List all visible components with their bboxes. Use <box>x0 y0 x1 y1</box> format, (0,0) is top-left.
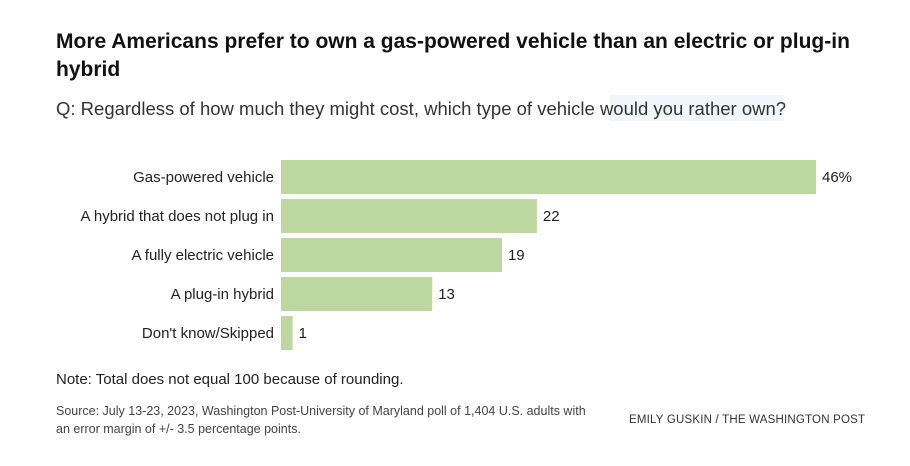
bar <box>281 160 816 194</box>
category-label: Don't know/Skipped <box>142 325 274 342</box>
value-label: 46% <box>822 169 852 186</box>
value-label: 1 <box>299 325 307 342</box>
category-label: A fully electric vehicle <box>131 247 274 264</box>
bar <box>281 199 537 233</box>
value-label: 19 <box>508 247 525 264</box>
value-label: 13 <box>438 286 455 303</box>
chart-title: More Americans prefer to own a gas-power… <box>56 30 850 81</box>
chart-subtitle: Q: Regardless of how much they might cos… <box>56 98 787 119</box>
bar <box>281 238 502 272</box>
chart-credit: EMILY GUSKIN / THE WASHINGTON POST <box>629 414 866 426</box>
category-label: A hybrid that does not plug in <box>81 208 274 225</box>
category-label: A plug-in hybrid <box>171 286 274 303</box>
category-label: Gas-powered vehicle <box>133 169 274 186</box>
text-selection-highlight <box>610 95 784 121</box>
chart-note: Note: Total does not equal 100 because o… <box>56 371 404 388</box>
chart-source: Source: July 13-23, 2023, Washington Pos… <box>56 404 586 436</box>
bar-chart: Gas-powered vehicle 46% A hybrid that does… <box>81 160 852 350</box>
bar <box>281 277 433 311</box>
value-label: 22 <box>543 208 560 225</box>
bar <box>281 316 293 350</box>
